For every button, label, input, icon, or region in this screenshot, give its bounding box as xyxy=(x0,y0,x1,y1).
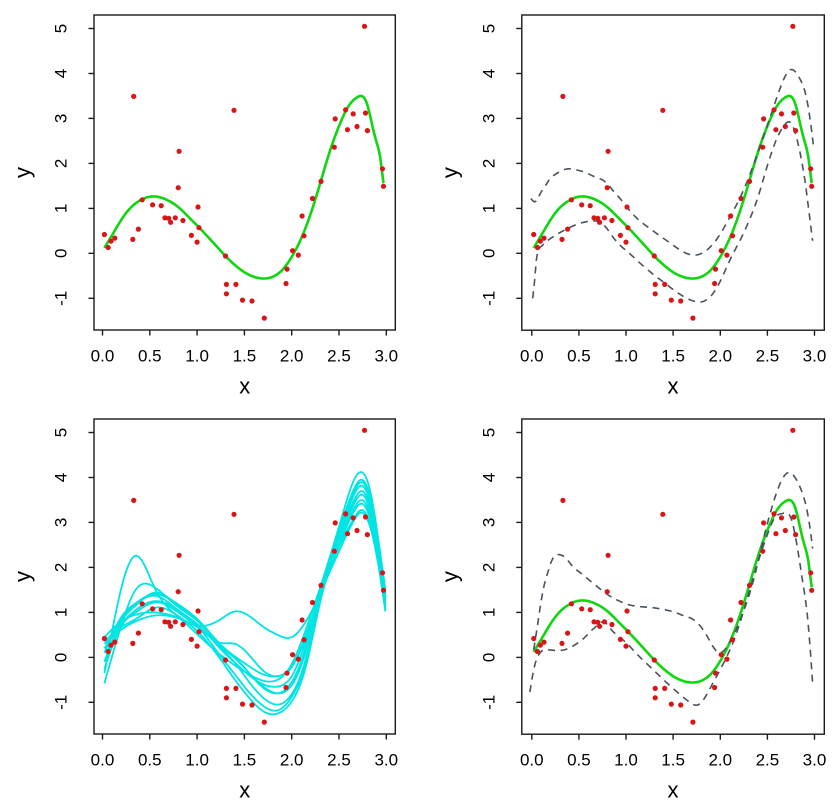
svg-text:3: 3 xyxy=(52,114,71,123)
svg-text:4: 4 xyxy=(52,473,71,482)
svg-text:3: 3 xyxy=(52,518,71,527)
svg-text:2: 2 xyxy=(52,563,71,572)
svg-text:y: y xyxy=(438,167,463,178)
svg-text:0.0: 0.0 xyxy=(91,347,115,366)
svg-text:2.5: 2.5 xyxy=(327,347,351,366)
svg-text:3.0: 3.0 xyxy=(803,347,827,366)
svg-text:1.0: 1.0 xyxy=(185,751,209,770)
svg-text:1: 1 xyxy=(479,204,498,213)
svg-text:x: x xyxy=(668,778,679,802)
svg-text:0.5: 0.5 xyxy=(567,751,591,770)
svg-text:1.5: 1.5 xyxy=(233,347,257,366)
svg-text:0.0: 0.0 xyxy=(520,751,544,770)
svg-text:x: x xyxy=(668,374,679,399)
svg-text:-1: -1 xyxy=(52,695,71,710)
svg-text:2.0: 2.0 xyxy=(708,751,732,770)
svg-text:2: 2 xyxy=(479,159,498,168)
svg-text:3: 3 xyxy=(479,518,498,527)
svg-text:2.5: 2.5 xyxy=(756,347,780,366)
svg-text:-1: -1 xyxy=(479,291,498,306)
svg-text:2.0: 2.0 xyxy=(280,751,304,770)
svg-text:2.0: 2.0 xyxy=(708,347,732,366)
svg-text:3.0: 3.0 xyxy=(374,751,398,770)
svg-text:5: 5 xyxy=(479,24,498,33)
svg-text:y: y xyxy=(438,571,463,582)
svg-text:3.0: 3.0 xyxy=(803,751,827,770)
svg-text:2.5: 2.5 xyxy=(756,751,780,770)
svg-text:2: 2 xyxy=(52,159,71,168)
svg-text:1.0: 1.0 xyxy=(614,347,638,366)
svg-text:2: 2 xyxy=(479,563,498,572)
svg-text:0: 0 xyxy=(479,653,498,662)
svg-text:5: 5 xyxy=(479,428,498,437)
svg-text:4: 4 xyxy=(52,69,71,78)
svg-text:1.5: 1.5 xyxy=(661,347,685,366)
svg-text:y: y xyxy=(10,571,35,582)
svg-text:0.5: 0.5 xyxy=(567,347,591,366)
svg-text:0: 0 xyxy=(479,249,498,258)
svg-text:2.0: 2.0 xyxy=(280,347,304,366)
svg-text:3: 3 xyxy=(479,114,498,123)
svg-text:y: y xyxy=(10,167,35,178)
svg-text:0.5: 0.5 xyxy=(138,347,162,366)
svg-text:x: x xyxy=(239,777,250,802)
svg-text:1: 1 xyxy=(52,608,71,617)
svg-text:-1: -1 xyxy=(479,695,498,710)
svg-text:5: 5 xyxy=(52,24,71,33)
svg-text:1: 1 xyxy=(52,204,71,213)
svg-text:3.0: 3.0 xyxy=(374,347,398,366)
svg-text:1.5: 1.5 xyxy=(661,751,685,770)
svg-text:1.5: 1.5 xyxy=(233,751,257,770)
svg-text:0: 0 xyxy=(52,249,71,258)
svg-text:-1: -1 xyxy=(52,291,71,306)
svg-text:4: 4 xyxy=(479,69,498,78)
svg-text:1: 1 xyxy=(479,608,498,617)
svg-text:0.0: 0.0 xyxy=(91,751,115,770)
svg-text:2.5: 2.5 xyxy=(327,751,351,770)
svg-text:x: x xyxy=(239,373,250,398)
svg-text:5: 5 xyxy=(52,428,71,437)
svg-text:0.5: 0.5 xyxy=(138,751,162,770)
svg-text:1.0: 1.0 xyxy=(185,347,209,366)
svg-text:0.0: 0.0 xyxy=(520,347,544,366)
svg-text:4: 4 xyxy=(479,473,498,482)
svg-text:1.0: 1.0 xyxy=(614,751,638,770)
svg-text:0: 0 xyxy=(52,653,71,662)
